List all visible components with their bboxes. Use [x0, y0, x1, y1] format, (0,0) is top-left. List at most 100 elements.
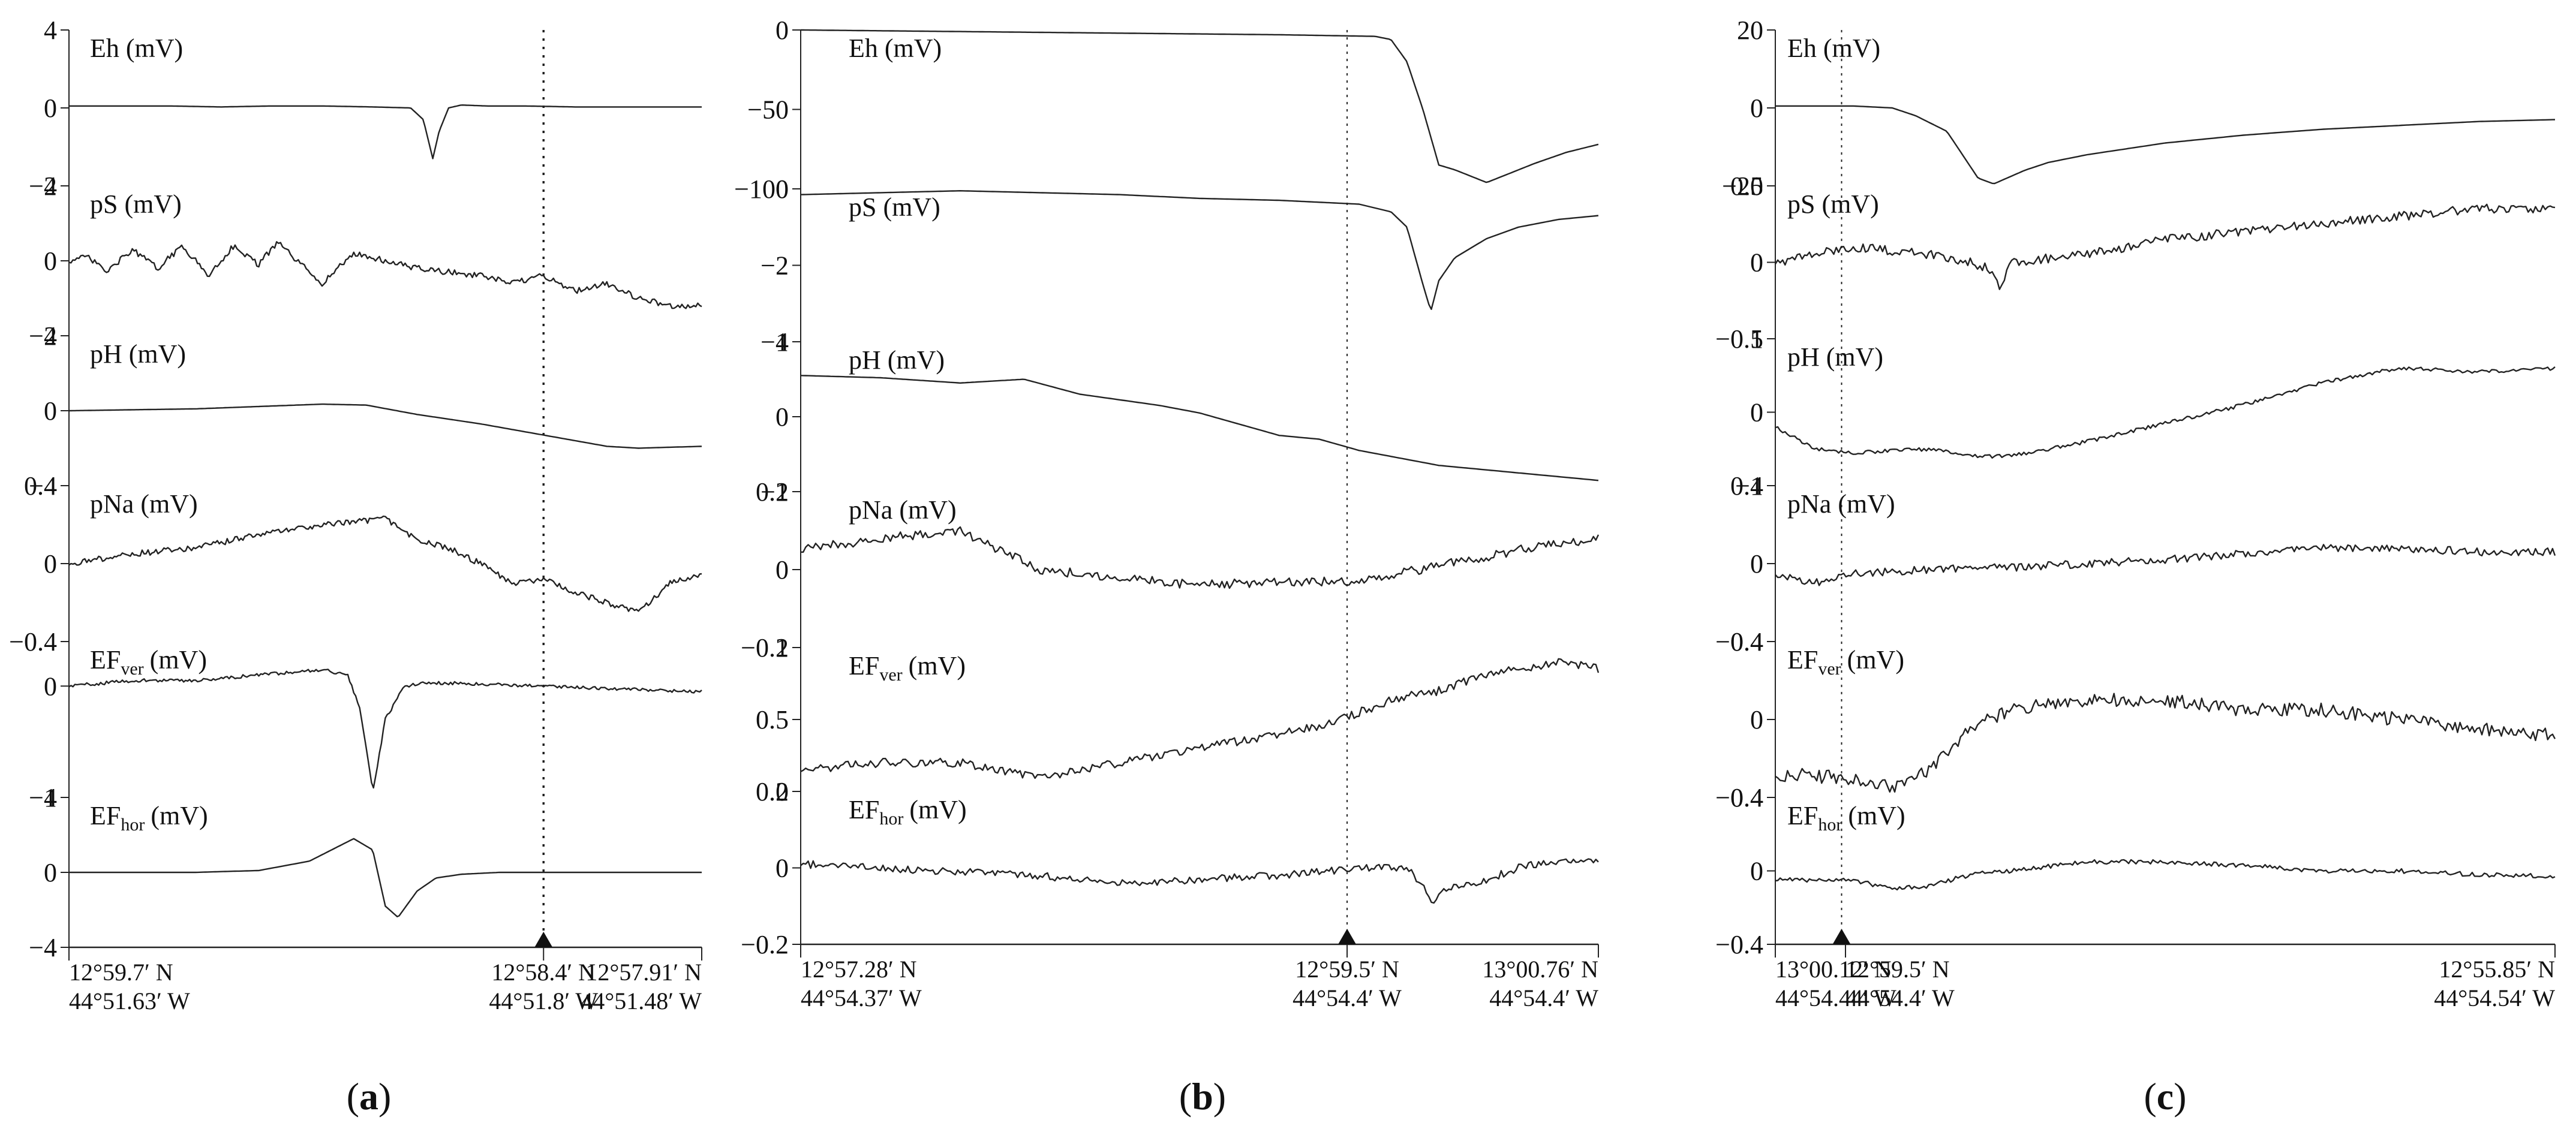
y-tick-label: 0	[1750, 549, 1763, 579]
y-tick-label: 0	[44, 672, 57, 701]
panel-label: EFver (mV)	[90, 645, 207, 679]
y-tick-label: 4	[44, 783, 57, 812]
y-tick-label: 0	[1750, 857, 1763, 886]
panel-ef-ver: 0.4 0 −0.4 EFver (mV)	[1715, 627, 2556, 812]
subfigure-caption: (c)	[2144, 1075, 2186, 1118]
series-line	[801, 29, 1599, 183]
y-tick-label: 4	[44, 321, 57, 351]
marker-triangle	[1832, 929, 1851, 944]
x-coord-label: 44°54.4′ W	[1489, 985, 1598, 1011]
x-coord-label: 12°59.5′ N	[1295, 956, 1399, 983]
y-tick-label: 1	[775, 327, 789, 357]
y-tick-label: 0	[775, 777, 789, 806]
series-line	[800, 375, 1599, 481]
x-coord-label: 44°54.4′ W	[1292, 985, 1402, 1011]
x-coord-label: 12°57.28′ N	[801, 956, 917, 983]
y-tick-label: −4	[761, 327, 789, 357]
x-coord-label: 44°51.63′ W	[69, 988, 190, 1014]
x-coord-label: 12°59.5′ N	[1845, 956, 1950, 983]
y-tick-label: 0.5	[1730, 171, 1763, 201]
x-coord-label: 13°00.76′ N	[1482, 956, 1598, 983]
y-tick-label: 0.4	[24, 471, 57, 501]
panel-label: EFhor (mV)	[90, 801, 208, 835]
panel-ph: 1 0 −1 pH (mV)	[761, 327, 1599, 507]
y-tick-label: 2	[44, 171, 57, 201]
chart-a: 4 0 −4 Eh (mV) 2 0 −2 pS (mV) 4 0 −4 pH (mV) 0.4 0 −0.…	[9, 16, 702, 1118]
y-tick-label: 20	[1737, 16, 1763, 45]
panel-label: Eh (mV)	[849, 34, 942, 63]
y-tick-label: 0	[775, 555, 789, 585]
x-coord-label: 44°54.4′ W	[1845, 985, 1955, 1011]
series-line	[800, 658, 1600, 779]
series-line	[68, 515, 702, 612]
y-tick-label: 0	[1750, 94, 1763, 123]
panel-pna: 0.4 0 −0.4 pNa (mV)	[9, 471, 702, 657]
panel-label: pNa (mV)	[90, 489, 198, 519]
x-coord-label: 44°54.54′ W	[2434, 985, 2555, 1011]
y-tick-label: −100	[734, 174, 789, 204]
x-coord-label: 12°59.7′ N	[69, 959, 173, 986]
panel-label: EFhor (mV)	[849, 795, 967, 829]
panel-eh: 20 0 −20 Eh (mV)	[1722, 16, 2556, 201]
series-line	[1775, 366, 2556, 459]
series-line	[1775, 693, 2556, 793]
y-tick-label: −0.4	[1715, 783, 1763, 812]
y-tick-label: −50	[747, 95, 789, 125]
panel-ps: 0.5 0 −0.5 pS (mV)	[1715, 171, 2556, 354]
panel-pna: 0.4 0 −0.4 pNa (mV)	[1715, 471, 2556, 657]
subfigure-caption: (a)	[347, 1075, 392, 1118]
y-tick-label: 0.2	[756, 777, 789, 806]
series-line	[1775, 105, 2556, 185]
x-coord-label: 12°55.85′ N	[2439, 956, 2555, 983]
series-line	[68, 241, 702, 309]
panel-label: pH (mV)	[1787, 342, 1883, 372]
panel-ps: 2 0 −2 pS (mV)	[29, 171, 702, 351]
y-tick-label: −4	[29, 933, 57, 962]
series-line	[800, 190, 1599, 310]
series-line	[69, 104, 702, 159]
y-tick-label: −4	[29, 471, 57, 501]
y-tick-label: −1	[29, 783, 57, 812]
panel-label: EFver (mV)	[849, 651, 966, 685]
series-line	[801, 526, 1600, 589]
y-tick-label: 0	[44, 858, 57, 887]
panel-label: Eh (mV)	[90, 34, 183, 63]
y-tick-label: 4	[44, 16, 57, 45]
series-line	[69, 403, 702, 449]
x-coord-label: 44°54.37′ W	[801, 985, 922, 1011]
panel-eh: 0 −50 −100 Eh (mV)	[734, 16, 1599, 204]
panel-label: pNa (mV)	[1787, 489, 1895, 519]
series-line	[1775, 544, 2556, 586]
panel-ef-ver: 0 −1 EFver (mV)	[29, 645, 702, 812]
y-tick-label: 0	[775, 174, 789, 204]
y-tick-label: −2	[761, 251, 789, 281]
y-tick-label: 0	[775, 854, 789, 883]
y-tick-label: −4	[29, 171, 57, 201]
panel-ps: 0 −2 −4 pS (mV)	[761, 174, 1599, 357]
y-tick-label: −0.5	[1715, 324, 1763, 354]
y-tick-label: 0	[775, 16, 789, 45]
panel-label: pS (mV)	[90, 189, 182, 219]
series-line	[1774, 203, 2556, 290]
y-tick-label: 0.4	[1730, 783, 1763, 812]
y-tick-label: 0	[44, 549, 57, 579]
panel-ef-hor: 4 0 −4 EFhor (mV)	[29, 783, 702, 962]
series-line	[1775, 859, 2556, 891]
chart-b: 0 −50 −100 Eh (mV) 0 −2 −4 pS (mV) 1 0 −1 pH (mV) 0.…	[734, 16, 1600, 1118]
series-line	[68, 669, 702, 789]
y-tick-label: 0	[775, 402, 789, 432]
panel-label: pS (mV)	[849, 192, 940, 222]
y-tick-label: −1	[1735, 471, 1763, 501]
x-coord-label: 12°57.91′ N	[585, 959, 702, 986]
panel-label: Eh (mV)	[1787, 34, 1880, 63]
series-line	[800, 858, 1599, 904]
subfigure-caption: (b)	[1179, 1075, 1226, 1118]
y-tick-label: 1	[1750, 324, 1763, 354]
y-tick-label: −1	[761, 477, 789, 507]
y-tick-label: −0.2	[741, 633, 789, 663]
y-tick-label: 0.4	[1730, 627, 1763, 657]
panel-label: EFhor (mV)	[1787, 801, 1905, 835]
y-tick-label: −0.4	[1715, 930, 1763, 959]
